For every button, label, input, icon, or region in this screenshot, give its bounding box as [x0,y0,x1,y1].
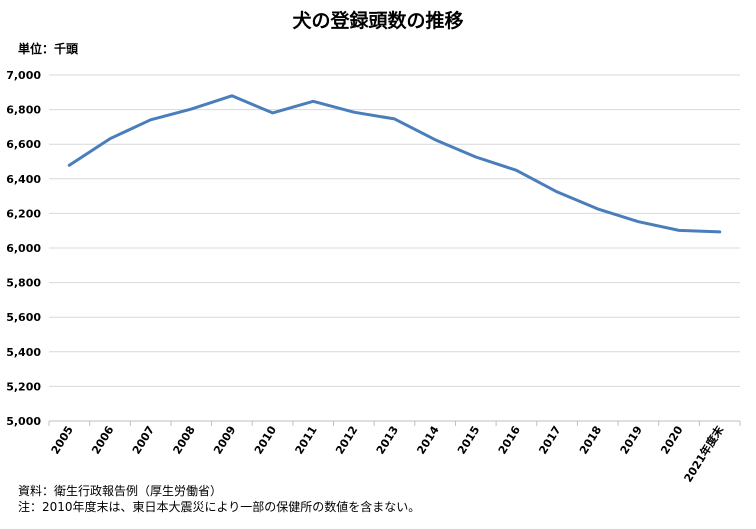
x-tick-label: 2020 [658,423,685,456]
x-tick-label: 2008 [171,424,198,457]
chart-notes: 資料：衛生行政報告例（厚生労働省） 注：2010年度末は、東日本大震災により一部… [18,483,420,515]
y-tick-label: 6,600 [6,138,41,151]
x-tick-label: 2016 [496,423,523,456]
x-tick-label: 2015 [455,424,482,457]
x-tick-label: 2007 [130,424,157,457]
x-tick-label: 2021年度末 [681,422,727,484]
x-tick-label: 2017 [536,424,563,457]
x-tick-label: 2005 [49,424,76,457]
x-tick-label: 2011 [292,424,319,457]
chart-title: 犬の登録頭数の推移 [292,10,464,32]
y-tick-label: 5,000 [6,415,41,428]
y-tick-label: 6,800 [6,104,41,117]
y-tick-label: 6,000 [6,242,41,255]
x-tick-label: 2019 [618,424,645,457]
y-tick-label: 7,000 [6,69,41,82]
y-tick-label: 5,400 [6,346,41,359]
x-tick-label: 2012 [333,424,360,457]
x-tick-label: 2006 [89,423,116,456]
unit-label: 単位：千頭 [18,42,79,56]
y-tick-label: 5,200 [6,380,41,393]
series-line [67,94,722,234]
y-tick-label: 5,800 [6,277,41,290]
x-tick-label: 2009 [211,424,238,457]
x-tick-label: 2014 [414,423,441,456]
footnote: 注：2010年度末は、東日本大震災により一部の保健所の数値を含まない。 [18,500,421,514]
x-tick-label: 2013 [374,424,401,457]
y-tick-label: 6,200 [6,207,41,220]
y-tick-label: 6,400 [6,173,41,186]
y-tick-label: 5,600 [6,311,41,324]
source-note: 資料：衛生行政報告例（厚生労働省） [18,484,223,498]
x-tick-label: 2018 [577,424,604,457]
x-tick-label: 2010 [252,423,279,456]
